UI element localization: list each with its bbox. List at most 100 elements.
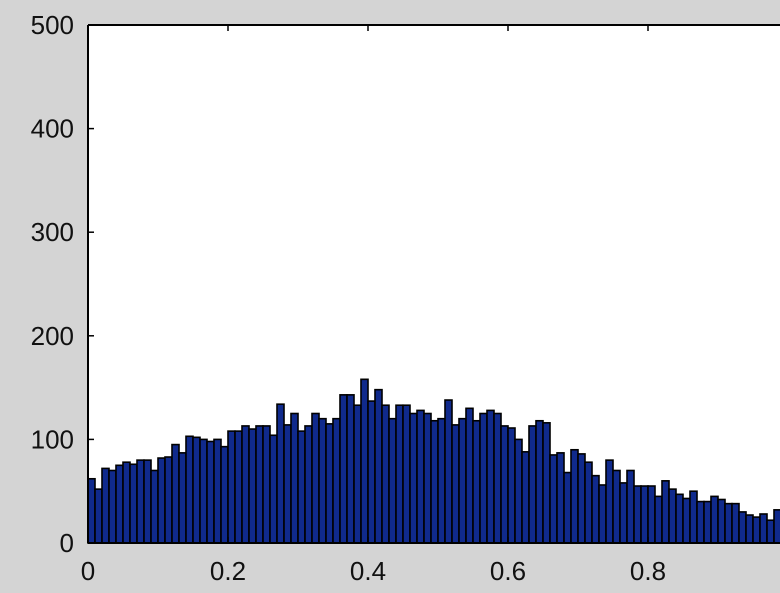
histogram-bar — [479, 412, 488, 544]
histogram-bar — [143, 459, 152, 544]
histogram-bar — [311, 412, 320, 544]
histogram-bar — [626, 469, 635, 544]
histogram-bar — [563, 471, 572, 544]
histogram-bar — [654, 495, 663, 544]
histogram-bar — [150, 469, 159, 544]
histogram-bar — [605, 459, 614, 544]
histogram-bar — [381, 404, 390, 544]
histogram-bar — [738, 511, 747, 544]
x-tick-label: 0 — [81, 556, 95, 586]
histogram-bar — [500, 425, 509, 544]
histogram-bar — [395, 404, 404, 544]
histogram-bar — [710, 495, 719, 544]
histogram-bar — [486, 409, 495, 544]
histogram-bar — [101, 467, 110, 544]
histogram-bar — [122, 461, 131, 544]
histogram-bar — [472, 419, 481, 544]
histogram-bar — [647, 485, 656, 544]
histogram-bar — [283, 424, 292, 544]
histogram-bar — [549, 454, 558, 544]
histogram-bar — [164, 456, 173, 544]
y-tick-label: 500 — [31, 10, 74, 40]
histogram-bar — [87, 477, 96, 544]
histogram-bar — [542, 422, 551, 544]
x-tick-label: 0.6 — [490, 556, 526, 586]
histogram-bar — [731, 502, 740, 544]
histogram-bar — [108, 469, 117, 544]
histogram-bar — [752, 516, 761, 544]
x-tick-labels: 0 0.2 0.4 0.6 0.8 — [81, 556, 666, 586]
y-tick-label: 200 — [31, 321, 74, 351]
histogram-bar — [535, 419, 544, 544]
x-tick-label: 0.2 — [210, 556, 246, 586]
histogram-bar — [402, 404, 411, 544]
histogram-bar — [255, 425, 264, 544]
histogram-bar — [227, 430, 236, 544]
y-tick-labels: 0 100 200 300 400 500 — [31, 10, 74, 558]
histogram-bar — [598, 484, 607, 544]
histogram-bar — [619, 482, 628, 544]
histogram-bar — [430, 419, 439, 544]
histogram-bar — [332, 417, 341, 544]
histogram-bar — [360, 378, 369, 544]
histogram-bar — [269, 434, 278, 544]
histogram-bar — [493, 412, 502, 544]
histogram-bar — [185, 435, 194, 544]
histogram-bar — [661, 480, 670, 544]
histogram-bar — [528, 425, 537, 544]
histogram-bar — [192, 436, 201, 544]
histogram-bar — [437, 417, 446, 544]
histogram-bar — [353, 404, 362, 544]
histogram-bar — [584, 461, 593, 544]
histogram-bar — [136, 459, 145, 544]
histogram-bar — [234, 430, 243, 544]
histogram-bar — [507, 427, 516, 544]
histogram-bar — [612, 469, 621, 544]
histogram-bar — [374, 388, 383, 544]
histogram-bar — [675, 493, 684, 544]
histogram-bar — [290, 412, 299, 544]
histogram-bar — [304, 425, 313, 544]
histogram-bar — [262, 425, 271, 544]
histogram-bar — [94, 488, 103, 544]
histogram-bar — [248, 428, 257, 544]
x-tick-label: 0.4 — [350, 556, 386, 586]
histogram-bar — [689, 490, 698, 544]
histogram-bar — [556, 452, 565, 544]
histogram-bar — [682, 497, 691, 544]
histogram-bar — [325, 423, 334, 544]
histogram-bar — [213, 438, 222, 544]
histogram-bar — [465, 407, 474, 544]
histogram-bar — [388, 417, 397, 544]
histogram-bar — [206, 440, 215, 544]
histogram-bar — [724, 502, 733, 544]
histogram-bar — [591, 474, 600, 544]
histogram-bar — [577, 453, 586, 544]
histogram-bar — [759, 513, 768, 544]
histogram-bar — [276, 403, 285, 544]
histogram-bar — [339, 394, 348, 544]
histogram-bar — [115, 464, 124, 544]
tick-marks — [87, 24, 649, 544]
histogram-bar — [633, 485, 642, 544]
histogram-bar — [199, 438, 208, 544]
histogram-bar — [241, 425, 250, 544]
histogram-bar — [451, 424, 460, 544]
histogram-bar — [416, 409, 425, 544]
histogram-bar — [157, 457, 166, 544]
histogram-bar — [458, 417, 467, 544]
histogram-bar — [668, 488, 677, 544]
axis-lines — [87, 24, 780, 544]
histogram-bar — [717, 498, 726, 544]
y-tick-label: 400 — [31, 114, 74, 144]
histogram-bar — [129, 463, 138, 544]
histogram-bar — [171, 443, 180, 544]
histogram-bar — [745, 514, 754, 544]
x-tick-label: 0.8 — [630, 556, 666, 586]
histogram-bar — [640, 485, 649, 544]
histogram-bar — [318, 417, 327, 544]
y-tick-label: 100 — [31, 424, 74, 454]
histogram-bar — [766, 519, 775, 544]
histogram-bar — [423, 412, 432, 544]
